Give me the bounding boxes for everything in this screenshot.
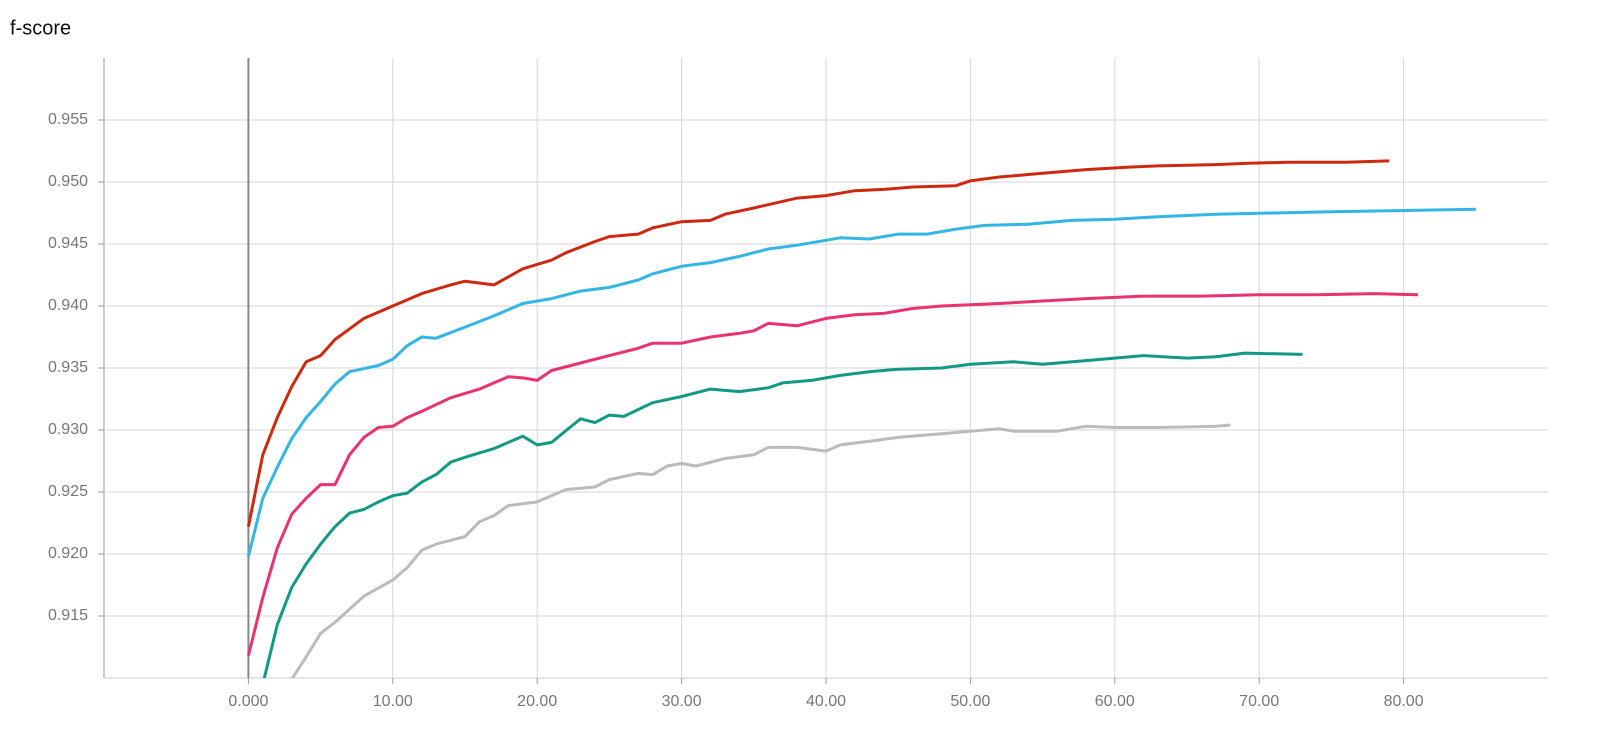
series-line [246,159,1390,527]
series-line [290,423,1231,678]
x-tick-label: 50.00 [950,693,990,710]
y-tick-label: 0.945 [48,235,88,252]
y-tick-label: 0.950 [48,173,88,190]
y-tick-label: 0.920 [48,545,88,562]
x-tick-label: 60.00 [1095,693,1135,710]
y-tick-label: 0.925 [48,483,88,500]
x-tick-label: 80.00 [1384,693,1424,710]
series-line [246,292,1419,657]
chart-title: f-score [10,17,71,39]
x-tick-label: 70.00 [1239,693,1279,710]
x-tick-label: 30.00 [662,693,702,710]
y-tick-label: 0.940 [48,297,88,314]
y-tick-label: 0.955 [48,111,88,128]
series-line [262,351,1303,678]
x-tick-label: 40.00 [806,693,846,710]
x-tick-label: 0.000 [228,693,268,710]
x-tick-label: 10.00 [373,693,413,710]
y-tick-label: 0.915 [48,607,88,624]
y-tick-label: 0.935 [48,359,88,376]
y-tick-label: 0.930 [48,421,88,438]
x-tick-label: 20.00 [517,693,557,710]
series-line [246,207,1476,557]
